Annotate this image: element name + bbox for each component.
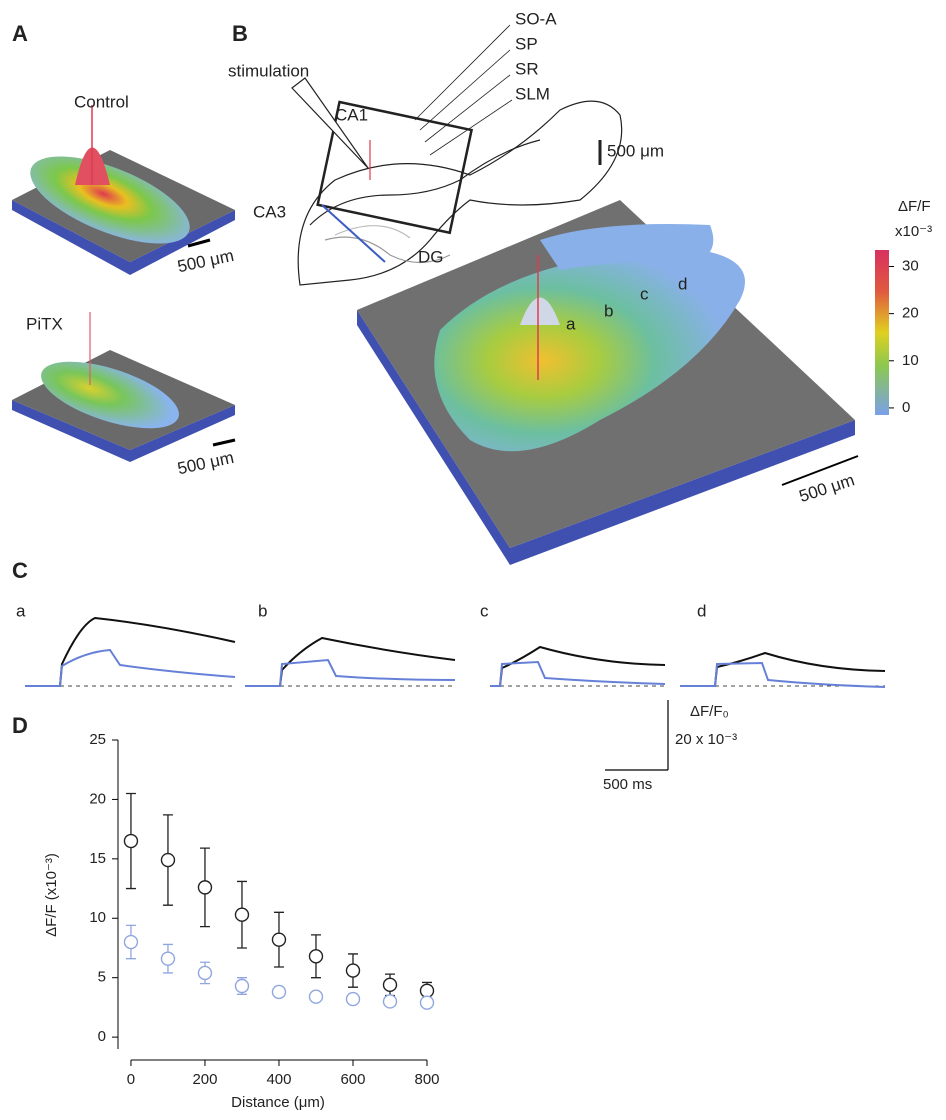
colorbar-tick-label: 0 xyxy=(902,399,910,416)
y-tick-label: 25 xyxy=(89,731,106,748)
panel-label: B xyxy=(232,21,248,46)
data-point xyxy=(308,949,324,964)
traces xyxy=(25,616,886,771)
condition-label: PiTX xyxy=(26,314,63,333)
stimulation-label: stimulation xyxy=(228,61,309,80)
scale-bar xyxy=(781,455,859,486)
data-point xyxy=(419,995,435,1010)
site-label: b xyxy=(258,601,267,620)
layer-label: SP xyxy=(515,34,538,53)
panel-label: C xyxy=(12,558,28,583)
y-tick-label: 15 xyxy=(89,850,106,867)
data-point xyxy=(308,989,324,1004)
y-tick-label: 5 xyxy=(98,969,106,986)
site-label: c xyxy=(640,284,649,303)
colorbar-title: ΔF/F xyxy=(898,198,931,215)
colorbar-tick-label: 10 xyxy=(902,352,919,369)
layer-label: SLM xyxy=(515,84,550,103)
x-tick-label: 400 xyxy=(266,1071,291,1088)
data-point xyxy=(197,880,213,895)
data-point xyxy=(234,907,250,922)
data-point xyxy=(419,983,435,998)
data-point xyxy=(123,934,139,950)
data-point xyxy=(345,963,361,978)
colorbar xyxy=(875,250,889,415)
data-point xyxy=(382,977,398,993)
data-point xyxy=(123,833,139,849)
data-point xyxy=(160,852,176,868)
y-tick-label: 10 xyxy=(89,909,106,926)
scale-bar xyxy=(212,438,236,447)
site-label: c xyxy=(480,601,489,620)
x-tick-label: 0 xyxy=(127,1071,135,1088)
scale-label: 500 μm xyxy=(176,448,236,478)
site-label: a xyxy=(566,314,576,333)
panel-label: A xyxy=(12,21,28,46)
site-label: d xyxy=(697,601,706,620)
x-axis-label: Distance (μm) xyxy=(231,1094,325,1111)
control-surface xyxy=(12,105,235,275)
data-point xyxy=(382,994,398,1009)
colorbar-tick-label: 20 xyxy=(902,305,919,322)
layer-label: SO-A xyxy=(515,9,557,28)
amplitude-label: ΔF/F₀ xyxy=(690,703,729,720)
site-label: a xyxy=(16,601,26,620)
data-point xyxy=(160,951,176,966)
y-tick-label: 0 xyxy=(98,1028,106,1045)
x-tick-label: 600 xyxy=(340,1071,365,1088)
y-axis-label: ΔF/F (x10⁻³) xyxy=(43,853,60,937)
data-point xyxy=(271,932,287,947)
time-scale: 500 ms xyxy=(603,776,652,793)
y-tick-label: 20 xyxy=(89,790,106,807)
region-label: CA1 xyxy=(335,105,368,124)
data-point xyxy=(234,978,250,994)
layer-label: SR xyxy=(515,59,539,78)
colorbar-ticks: 0 10 20 30 xyxy=(889,257,919,416)
scale-bar xyxy=(187,238,211,248)
data-point xyxy=(271,984,287,1000)
amplitude-scale: 20 x 10⁻³ xyxy=(675,731,737,748)
site-label: b xyxy=(604,301,613,320)
scale-label: 500 μm xyxy=(607,141,664,160)
site-label: d xyxy=(678,274,687,293)
response-surface xyxy=(357,200,855,565)
panel-label: D xyxy=(12,713,28,738)
pitx-surface xyxy=(12,312,235,462)
data-point xyxy=(345,991,361,1007)
x-tick-label: 200 xyxy=(192,1071,217,1088)
region-label: CA3 xyxy=(253,202,286,221)
colorbar-tick-label: 30 xyxy=(902,257,919,274)
hippocampus-schematic xyxy=(291,24,623,286)
chart: 0 5 10 15 20 25 0 200 400 600 800 xyxy=(89,731,439,1088)
data-point xyxy=(197,965,213,981)
condition-label: Control xyxy=(74,92,129,111)
colorbar-unit: x10⁻³ xyxy=(895,223,932,240)
x-tick-label: 800 xyxy=(414,1071,439,1088)
region-label: DG xyxy=(418,247,444,266)
scale-label: 500 μm xyxy=(176,246,236,276)
